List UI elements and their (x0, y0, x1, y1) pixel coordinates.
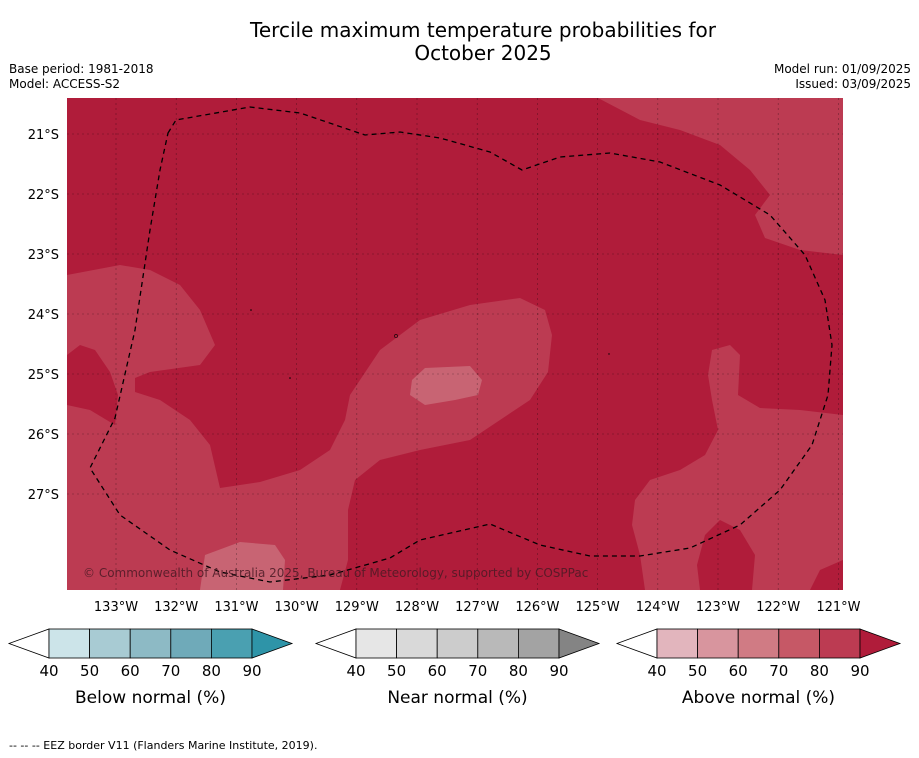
colorbar-tick-label: 50 (387, 662, 406, 680)
colorbar-segment (656, 628, 698, 659)
colorbar-tick-label: 50 (688, 662, 707, 680)
island-markers (250, 309, 610, 379)
colorbar-segment (170, 628, 212, 659)
longitude-label: 133°W (94, 600, 138, 615)
colorbar-low-extension (314, 628, 357, 659)
colorbar-segment (210, 628, 253, 659)
graticule (67, 98, 843, 590)
colorbar-tick-label: 80 (810, 662, 829, 680)
longitude-label: 131°W (214, 600, 258, 615)
latitude-label: 21°S (28, 128, 59, 143)
latitude-label: 25°S (28, 368, 59, 383)
model-run: Model run: 01/09/2025 (773, 62, 911, 76)
colorbar-title: Below normal (%) (75, 688, 226, 708)
region-above-80-90-se (815, 560, 843, 590)
latitude-label: 27°S (28, 488, 59, 503)
longitude-label: 129°W (335, 600, 379, 615)
model-name: Model: ACCESS-S2 (9, 77, 121, 91)
colorbar-tick-label: 90 (850, 662, 869, 680)
map-title: Tercile maximum temperature probabilitie… (0, 19, 919, 65)
region-above-70-80-w (67, 265, 552, 590)
colorbar-tick-label: 60 (428, 662, 447, 680)
meta-left: Base period: 1981-2018 Model: ACCESS-S2 (9, 62, 154, 92)
footer-note: -- -- -- EEZ border V11 (Flanders Marine… (9, 739, 318, 752)
latitude-labels: 21°S 22°S 23°S 24°S 25°S 26°S 27°S (28, 128, 59, 503)
longitude-label: 126°W (515, 600, 559, 615)
colorbar-segment (48, 628, 90, 659)
colorbar-segment (89, 628, 131, 659)
region-above-60-70-sw (200, 542, 285, 590)
region-above-60-70-center (410, 366, 482, 405)
colorbar-segment (396, 628, 438, 659)
longitude-label: 128°W (395, 600, 439, 615)
issued-date: Issued: 03/09/2025 (795, 77, 911, 91)
colorbar-segment (477, 628, 519, 659)
meta-right: Model run: 01/09/2025 Issued: 03/09/2025 (774, 62, 911, 92)
colorbar-tick-label: 90 (549, 662, 568, 680)
colorbar-low-extension (615, 628, 658, 659)
longitude-label: 124°W (636, 600, 680, 615)
colorbar-tick-label: 80 (202, 662, 221, 680)
colorbar-segment (355, 628, 397, 659)
longitude-label: 130°W (275, 600, 319, 615)
longitude-label: 122°W (756, 600, 800, 615)
colorbar-tick-label: 40 (346, 662, 365, 680)
longitude-label: 132°W (154, 600, 198, 615)
colorbar-title: Near normal (%) (387, 688, 527, 708)
colorbar-tick-label: 50 (80, 662, 99, 680)
base-period: Base period: 1981-2018 (9, 62, 154, 76)
colorbar-tick-label: 40 (39, 662, 58, 680)
longitude-label: 121°W (816, 600, 860, 615)
colorbar-high-extension (558, 628, 601, 659)
latitude-label: 23°S (28, 248, 59, 263)
colorbar-tick-label: 80 (509, 662, 528, 680)
title-line-1: Tercile maximum temperature probabilitie… (250, 18, 716, 42)
colorbar-segment (819, 628, 861, 659)
probability-field: © Commonwealth of Australia 2025, Bureau… (67, 98, 843, 590)
longitude-label: 125°W (576, 600, 620, 615)
colorbar-low-extension (7, 628, 50, 659)
longitude-label: 127°W (455, 600, 499, 615)
longitude-label: 123°W (696, 600, 740, 615)
colorbar-tick-label: 70 (468, 662, 487, 680)
colorbar-segment (737, 628, 780, 659)
colorbar-tick-label: 70 (769, 662, 788, 680)
colorbar-tick-label: 60 (729, 662, 748, 680)
colorbar-segment (129, 628, 172, 659)
colorbar-high-extension (859, 628, 902, 659)
colorbar-segment (697, 628, 739, 659)
latitude-label: 26°S (28, 428, 59, 443)
colorbar-legends: 40 50 60 70 80 90 Below normal (%) 40 50 60 70 80 90… (7, 628, 902, 708)
colorbar-tick-label: 70 (161, 662, 180, 680)
colorbar-high-extension (251, 628, 294, 659)
colorbar-tick-label: 90 (242, 662, 261, 680)
colorbar-below: 40 50 60 70 80 90 Below normal (%) (7, 628, 294, 708)
title-line-2: October 2025 (414, 41, 552, 65)
colorbar-tick-label: 60 (121, 662, 140, 680)
longitude-labels: 133°W 132°W 131°W 130°W 129°W 128°W 127°W 126°W… (94, 600, 861, 615)
colorbar-segment (778, 628, 820, 659)
colorbar-tick-label: 40 (647, 662, 666, 680)
latitude-label: 24°S (28, 308, 59, 323)
copyright-text: © Commonwealth of Australia 2025, Bureau… (83, 566, 588, 580)
colorbar-title: Above normal (%) (682, 688, 835, 708)
region-above-70-80-e (632, 345, 843, 590)
colorbar-above: 40 50 60 70 80 90 Above normal (%) (615, 628, 902, 708)
colorbar-segment (518, 628, 560, 659)
region-above-70-80-ne (598, 98, 843, 255)
latitude-label: 22°S (28, 188, 59, 203)
colorbar-near: 40 50 60 70 80 90 Near normal (%) (314, 628, 601, 708)
colorbar-segment (436, 628, 479, 659)
eez-border-line (89, 106, 833, 583)
